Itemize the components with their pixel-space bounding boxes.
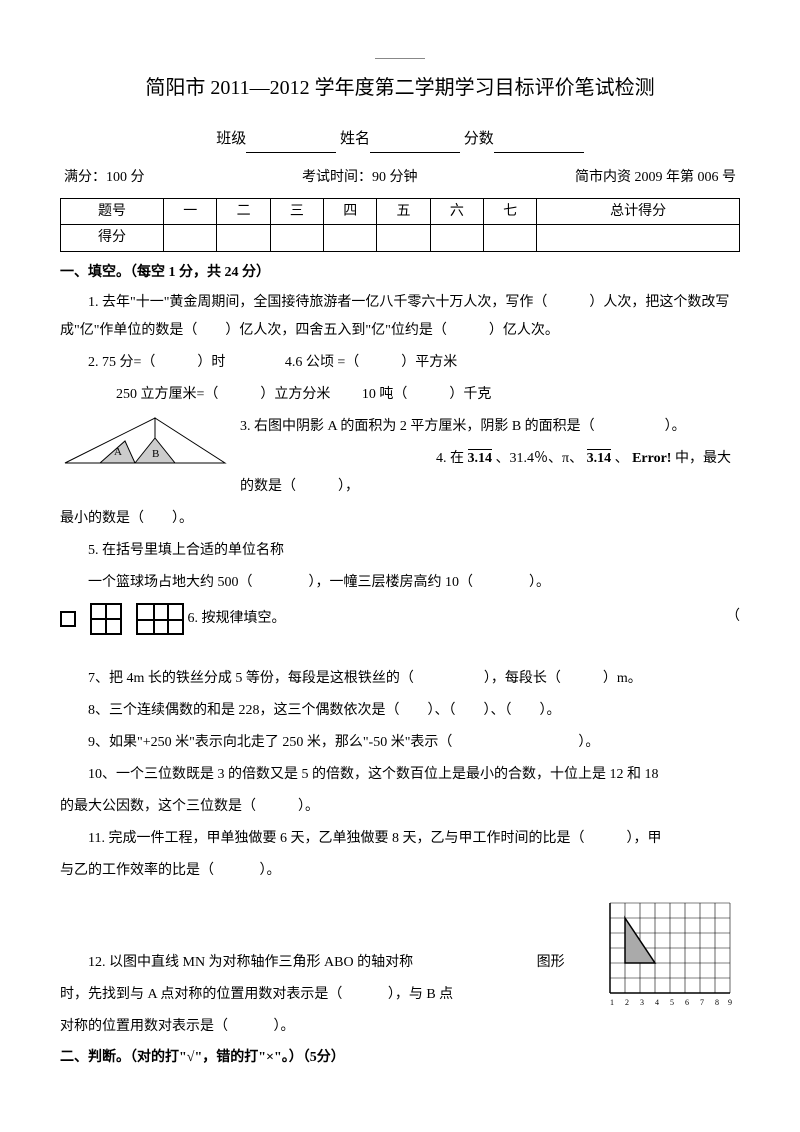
svg-text:6: 6 xyxy=(685,998,689,1007)
q5-line: 一个篮球场占地大约 500（ ），一幢三层楼房高约 10（ ）。 xyxy=(60,569,740,597)
full-score: 满分：100 分 xyxy=(64,165,145,190)
q1: 1. 去年"十一"黄金周期间，全国接待旅游者一亿八千零六十万人次，写作（ ）人次… xyxy=(60,289,740,345)
q10: 10、一个三位数既是 3 的倍数又是 5 的倍数，这个数百位上是最小的合数，十位… xyxy=(60,761,740,789)
triangle-figure: A B xyxy=(60,413,230,480)
q2-p4: 10 吨（ ）千克 xyxy=(362,387,492,402)
q4-n2: 3.14 xyxy=(587,449,612,466)
q11-l2: 与乙的工作效率的比是（ ）。 xyxy=(60,857,740,885)
cell[interactable] xyxy=(537,225,740,251)
q2-p3: 250 立方厘米=（ ）立方分米 xyxy=(116,387,330,402)
th: 一 xyxy=(164,199,217,225)
th: 五 xyxy=(377,199,430,225)
page-title: 简阳市 2011—2012 学年度第二学期学习目标评价笔试检测 xyxy=(60,70,740,106)
svg-text:4: 4 xyxy=(655,998,659,1007)
table-row: 题号 一 二 三 四 五 六 七 总计得分 xyxy=(61,199,740,225)
square-3-icon xyxy=(136,603,184,635)
q10-l2: 的最大公因数，这个三位数是（ ）。 xyxy=(60,793,740,821)
q4-sep1: 、31.4％、π、 xyxy=(496,451,584,466)
q2-p2: 4.6 公顷 =（ ）平方米 xyxy=(285,355,457,370)
q7: 7、把 4m 长的铁丝分成 5 等份，每段是这根铁丝的（ ），每段长（ ）m。 xyxy=(60,665,740,693)
cell[interactable] xyxy=(164,225,217,251)
q8: 8、三个连续偶数的和是 228，这三个偶数依次是（ ）、（ ）、（ ）。 xyxy=(60,697,740,725)
cell[interactable] xyxy=(270,225,323,251)
cell[interactable] xyxy=(483,225,536,251)
q6: 6. 按规律填空。 （ xyxy=(60,603,740,635)
th: 二 xyxy=(217,199,270,225)
info-line: 班级 姓名 分数 xyxy=(60,126,740,153)
q12-mid: 图形 xyxy=(537,955,565,970)
section-1-title: 一、填空。（每空 1 分，共 24 分） xyxy=(60,260,740,285)
q3-text: 3. 右图中阴影 A 的面积为 2 平方厘米，阴影 B 的面积是（ ）。 xyxy=(240,419,686,434)
name-label: 姓名 xyxy=(340,131,370,147)
q2-line2: 250 立方厘米=（ ）立方分米 10 吨（ ）千克 xyxy=(60,381,740,409)
grid-figure: 1 2 3 4 5 6 7 8 9 xyxy=(600,893,740,1022)
table-row: 得分 xyxy=(61,225,740,251)
th: 四 xyxy=(324,199,377,225)
square-2-icon xyxy=(90,603,122,635)
row-label: 得分 xyxy=(61,225,164,251)
q2-p1: 2. 75 分=（ ）时 xyxy=(88,355,225,370)
th: 三 xyxy=(270,199,323,225)
svg-text:8: 8 xyxy=(715,998,719,1007)
score-table: 题号 一 二 三 四 五 六 七 总计得分 得分 xyxy=(60,198,740,251)
svg-text:7: 7 xyxy=(700,998,704,1007)
q5-title: 5. 在括号里填上合适的单位名称 xyxy=(60,537,740,565)
q9: 9、如果"+250 米"表示向北走了 250 米，那么"-50 米"表示（ ）。 xyxy=(60,729,740,757)
q3: A B 3. 右图中阴影 A 的面积为 2 平方厘米，阴影 B 的面积是（ ）。 xyxy=(60,413,740,441)
q6-end: （ xyxy=(726,603,740,631)
cell[interactable] xyxy=(217,225,270,251)
svg-text:1: 1 xyxy=(610,998,614,1007)
th: 总计得分 xyxy=(537,199,740,225)
q4-sep2: 、 xyxy=(615,451,629,466)
q2: 2. 75 分=（ ）时 4.6 公顷 =（ ）平方米 xyxy=(60,349,740,377)
score-label: 分数 xyxy=(464,131,494,147)
top-rule xyxy=(375,58,425,59)
class-blank[interactable] xyxy=(246,135,336,153)
q6-text: 6. 按规律填空。 xyxy=(188,611,286,626)
th: 六 xyxy=(430,199,483,225)
exam-time: 考试时间：90 分钟 xyxy=(302,165,418,190)
cell[interactable] xyxy=(324,225,377,251)
svg-text:A: A xyxy=(114,446,122,458)
q4-pre: 4. 在 xyxy=(436,451,464,466)
section-2-title: 二、判断。（对的打"√"，错的打"×"。）（5分） xyxy=(60,1045,740,1070)
class-label: 班级 xyxy=(216,131,246,147)
svg-text:2: 2 xyxy=(625,998,629,1007)
q12-l1-text: 12. 以图中直线 MN 为对称轴作三角形 ABO 的轴对称 xyxy=(88,955,413,970)
th: 题号 xyxy=(61,199,164,225)
q4-n1: 3.14 xyxy=(468,449,493,466)
doc-num: 简市内资 2009 年第 006 号 xyxy=(575,165,736,190)
score-blank[interactable] xyxy=(494,135,584,153)
svg-text:5: 5 xyxy=(670,998,674,1007)
square-1-icon xyxy=(60,611,76,627)
svg-text:B: B xyxy=(152,448,159,460)
q4-line2: 最小的数是（ ）。 xyxy=(60,505,740,533)
pattern-squares xyxy=(60,603,184,635)
name-blank[interactable] xyxy=(370,135,460,153)
meta-line: 满分：100 分 考试时间：90 分钟 简市内资 2009 年第 006 号 xyxy=(60,165,740,190)
cell[interactable] xyxy=(377,225,430,251)
th: 七 xyxy=(483,199,536,225)
q11: 11. 完成一件工程，甲单独做要 6 天，乙单独做要 8 天，乙与甲工作时间的比… xyxy=(60,825,740,853)
svg-text:3: 3 xyxy=(640,998,644,1007)
svg-text:9: 9 xyxy=(728,998,732,1007)
cell[interactable] xyxy=(430,225,483,251)
q4-err: Error! xyxy=(632,451,671,466)
